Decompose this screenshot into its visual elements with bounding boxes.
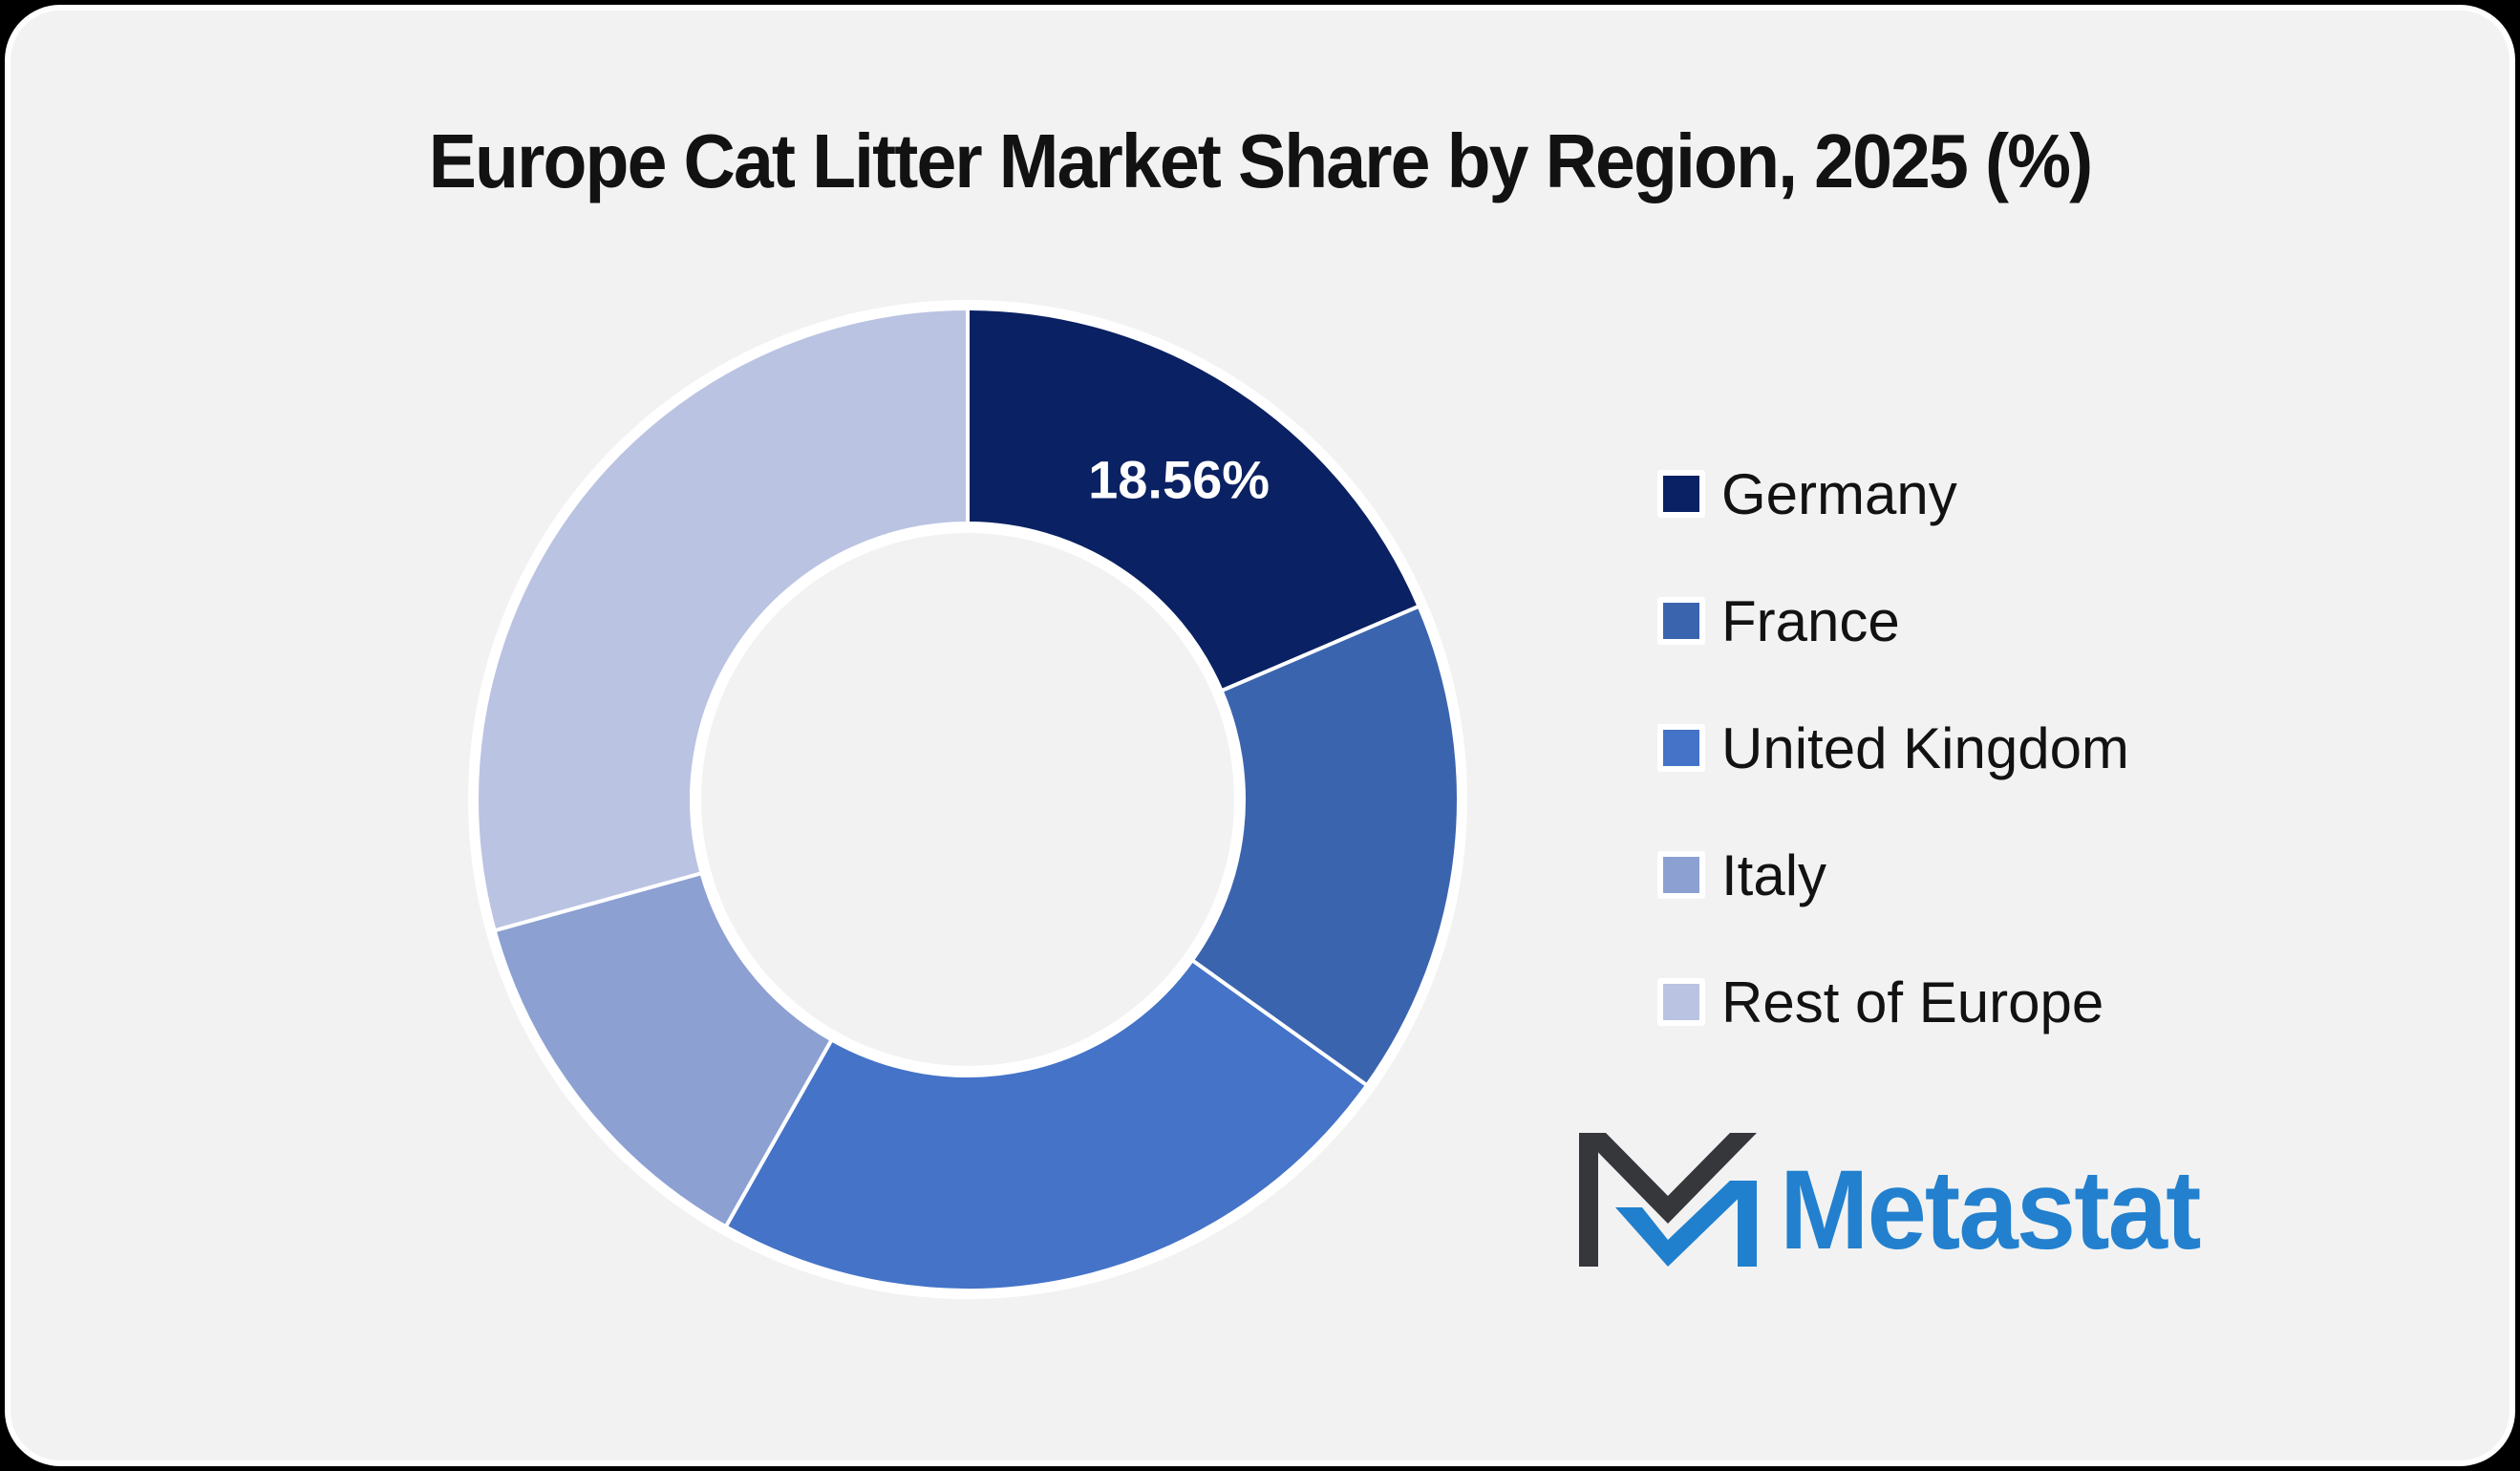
metastat-logo-icon bbox=[1579, 1133, 1757, 1267]
legend-label: Rest of Europe bbox=[1721, 970, 2104, 1034]
legend-item-germany: Germany bbox=[1657, 462, 2129, 526]
pie-slice-france bbox=[1189, 604, 1461, 1088]
legend-item-italy: Italy bbox=[1657, 843, 2129, 907]
chart-card: Europe Cat Litter Market Share by Region… bbox=[5, 5, 2515, 1466]
donut-slices: 18.56% bbox=[468, 300, 1467, 1299]
logo-dark-m-shape bbox=[1579, 1133, 1757, 1267]
metastat-logo: Metastat bbox=[1579, 1133, 2222, 1274]
legend-item-rest-of-europe: Rest of Europe bbox=[1657, 970, 2129, 1034]
legend-label: United Kingdom bbox=[1721, 715, 2129, 780]
pie-slice-germany bbox=[966, 307, 1421, 693]
legend-marker-icon bbox=[1657, 470, 1705, 518]
donut-chart: 18.56% bbox=[468, 300, 1467, 1299]
legend-marker-icon bbox=[1657, 597, 1705, 645]
pie-slice-united-kingdom bbox=[723, 958, 1369, 1292]
data-label-germany: 18.56% bbox=[1088, 449, 1270, 509]
pie-slice-rest-of-europe bbox=[475, 307, 970, 933]
legend-marker-icon bbox=[1657, 851, 1705, 899]
logo-blue-m-shape bbox=[1615, 1181, 1757, 1267]
legend-label: Germany bbox=[1721, 461, 1957, 526]
chart-legend: Germany France United Kingdom Italy Rest of … bbox=[1657, 462, 2129, 1034]
legend-label: Italy bbox=[1721, 842, 1827, 907]
legend-marker-icon bbox=[1657, 724, 1705, 772]
legend-label: France bbox=[1721, 588, 1900, 653]
chart-title: Europe Cat Litter Market Share by Region… bbox=[428, 118, 2093, 203]
metastat-wordmark: Metastat bbox=[1780, 1147, 2201, 1273]
pie-slice-italy bbox=[492, 871, 834, 1229]
legend-item-united-kingdom: United Kingdom bbox=[1657, 716, 2129, 780]
legend-item-france: France bbox=[1657, 589, 2129, 653]
legend-marker-icon bbox=[1657, 978, 1705, 1026]
donut-hole bbox=[701, 533, 1234, 1066]
